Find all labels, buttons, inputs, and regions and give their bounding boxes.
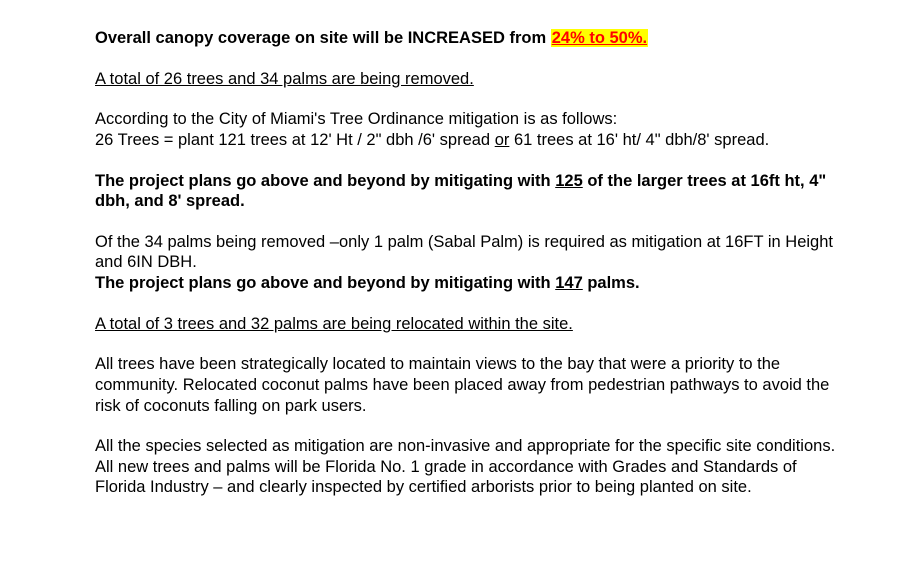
canopy-highlight: 24% to 50%. xyxy=(551,29,648,47)
ordinance-line1: According to the City of Miami's Tree Or… xyxy=(95,110,617,128)
tree-mitigation-a: The project plans go above and beyond by… xyxy=(95,172,555,190)
palm-plan-count: 147 xyxy=(555,274,583,292)
ordinance-line2b: 61 trees at 16' ht/ 4" dbh/8' spread. xyxy=(509,131,769,149)
para-tree-mitigation: The project plans go above and beyond by… xyxy=(95,171,845,212)
para-relocation: A total of 3 trees and 32 palms are bein… xyxy=(95,314,845,335)
para-canopy-increase: Overall canopy coverage on site will be … xyxy=(95,28,845,49)
para-views: All trees have been strategically locate… xyxy=(95,354,845,416)
palm-plan-a: The project plans go above and beyond by… xyxy=(95,274,555,292)
ordinance-line2a: 26 Trees = plant 121 trees at 12' Ht / 2… xyxy=(95,131,495,149)
para-species: All the species selected as mitigation a… xyxy=(95,436,845,498)
relocation-text: A total of 3 trees and 32 palms are bein… xyxy=(95,315,573,333)
views-text: All trees have been strategically locate… xyxy=(95,355,829,414)
species-text: All the species selected as mitigation a… xyxy=(95,437,835,496)
document-page: Overall canopy coverage on site will be … xyxy=(0,0,900,498)
para-ordinance: According to the City of Miami's Tree Or… xyxy=(95,109,845,150)
tree-mitigation-count: 125 xyxy=(555,172,583,190)
palm-plan-c: palms. xyxy=(583,274,640,292)
removal-summary-text: A total of 26 trees and 34 palms are bei… xyxy=(95,70,474,88)
para-palm-mitigation: Of the 34 palms being removed –only 1 pa… xyxy=(95,232,845,294)
canopy-text: Overall canopy coverage on site will be … xyxy=(95,29,551,47)
ordinance-or: or xyxy=(495,131,510,149)
para-removal-summary: A total of 26 trees and 34 palms are bei… xyxy=(95,69,845,90)
palm-required: Of the 34 palms being removed –only 1 pa… xyxy=(95,233,833,272)
